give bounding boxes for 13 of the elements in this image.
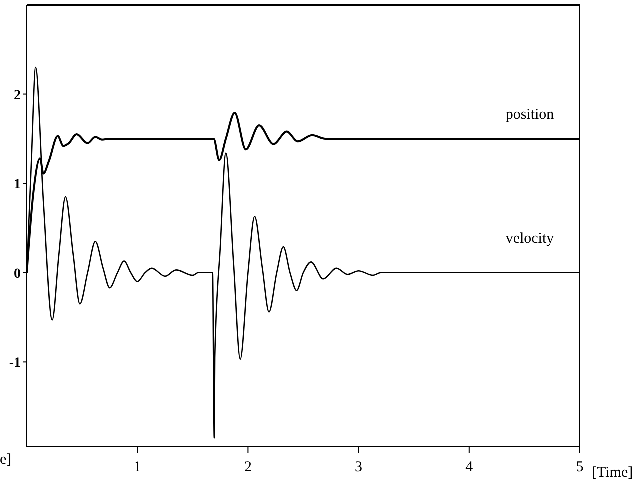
x-tick-label: 2 xyxy=(244,460,252,476)
y-tick-label: -1 xyxy=(9,356,21,372)
x-tick-label: 5 xyxy=(576,460,584,476)
series-label: velocity xyxy=(506,230,555,247)
x-tick-label: 4 xyxy=(466,460,474,476)
series-label: position xyxy=(506,106,555,123)
x-axis-title: [Time] xyxy=(592,465,634,481)
y-tick-label: 2 xyxy=(14,88,21,104)
y-tick-label: 0 xyxy=(14,266,21,282)
x-tick-label: 1 xyxy=(134,460,142,476)
text: e] xyxy=(0,452,12,469)
x-tick-label: 3 xyxy=(355,460,363,476)
y-tick-label: 1 xyxy=(14,178,21,193)
